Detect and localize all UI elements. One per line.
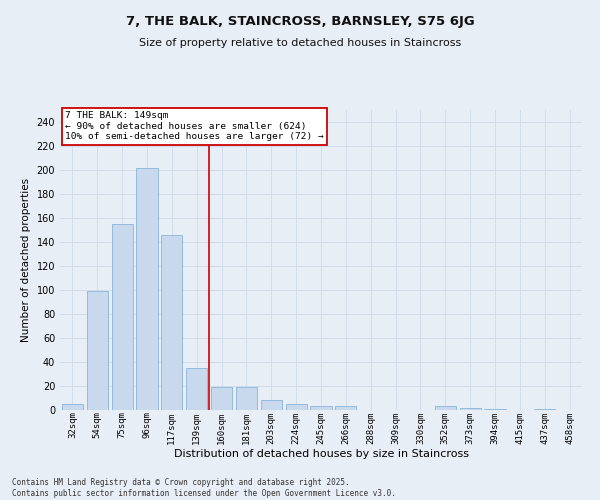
Bar — [211, 387, 232, 410]
Bar — [335, 406, 356, 410]
Bar — [484, 409, 506, 410]
Bar — [534, 409, 555, 410]
Text: 7 THE BALK: 149sqm
← 90% of detached houses are smaller (624)
10% of semi-detach: 7 THE BALK: 149sqm ← 90% of detached hou… — [65, 112, 324, 142]
Bar — [112, 224, 133, 410]
Bar — [161, 235, 182, 410]
Bar — [286, 404, 307, 410]
X-axis label: Distribution of detached houses by size in Staincross: Distribution of detached houses by size … — [173, 449, 469, 459]
Bar — [261, 400, 282, 410]
Y-axis label: Number of detached properties: Number of detached properties — [21, 178, 31, 342]
Text: Size of property relative to detached houses in Staincross: Size of property relative to detached ho… — [139, 38, 461, 48]
Bar — [186, 368, 207, 410]
Bar — [136, 168, 158, 410]
Bar — [87, 291, 108, 410]
Bar — [62, 404, 83, 410]
Bar — [435, 406, 456, 410]
Bar — [460, 408, 481, 410]
Bar — [236, 387, 257, 410]
Bar — [310, 406, 332, 410]
Text: Contains HM Land Registry data © Crown copyright and database right 2025.
Contai: Contains HM Land Registry data © Crown c… — [12, 478, 396, 498]
Text: 7, THE BALK, STAINCROSS, BARNSLEY, S75 6JG: 7, THE BALK, STAINCROSS, BARNSLEY, S75 6… — [125, 15, 475, 28]
